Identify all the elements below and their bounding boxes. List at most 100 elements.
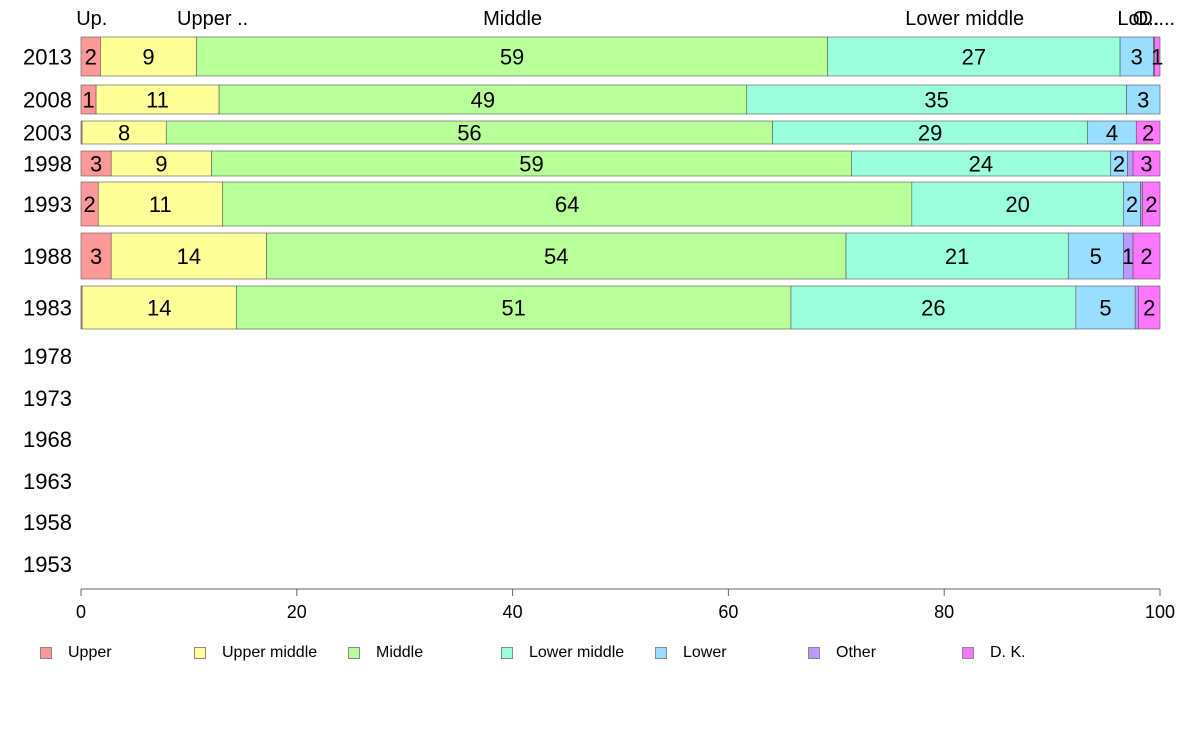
data-label: 5	[1090, 244, 1102, 269]
legend-label: D. K.	[990, 644, 1026, 661]
bar-segment	[851, 150, 1111, 177]
legend-item: D. K.	[962, 643, 1026, 663]
data-label: 2	[1142, 121, 1154, 146]
data-label: 5	[1099, 296, 1111, 321]
data-label: 2	[1113, 152, 1125, 177]
data-label: 59	[500, 45, 524, 70]
legend-label: Middle	[376, 644, 424, 661]
data-label: 3	[1131, 45, 1143, 70]
bar-segment	[1154, 36, 1161, 77]
segment-top-label: D....	[1138, 8, 1175, 30]
data-label: 2	[1126, 192, 1138, 217]
bar-segment	[95, 84, 220, 115]
legend-item: Upper	[40, 643, 112, 663]
data-label: 2	[85, 45, 97, 70]
bar-segment	[218, 84, 748, 115]
x-tick-label: 40	[503, 602, 523, 622]
bar-segment	[845, 232, 1069, 280]
segment-top-label: Upper ..	[177, 8, 248, 30]
bar-segment	[222, 181, 913, 227]
y-tick-label: 1998	[23, 152, 72, 177]
segment-top-label: O..	[1133, 8, 1160, 30]
bar-segment	[790, 285, 1077, 330]
y-tick-label: 1988	[23, 244, 72, 269]
data-label: 21	[945, 244, 969, 269]
bar-segment	[1134, 285, 1139, 330]
data-label: 11	[149, 192, 172, 217]
data-label: 59	[519, 152, 543, 177]
y-tick-label: 1983	[23, 296, 72, 321]
legend-swatch	[40, 647, 52, 659]
legend-label: Upper middle	[222, 644, 318, 661]
data-label: 3	[1137, 88, 1149, 113]
y-tick-label: 2008	[23, 88, 72, 113]
data-label: 20	[1005, 192, 1029, 217]
bar-segment	[1119, 36, 1154, 77]
bar-segment	[211, 150, 852, 177]
bar-segment	[196, 36, 828, 77]
data-label: 8	[118, 121, 130, 146]
x-tick-label: 0	[76, 602, 86, 622]
data-label: 49	[471, 88, 495, 113]
data-label: 2	[1143, 296, 1155, 321]
legend-item: Lower middle	[501, 643, 624, 663]
y-tick-label: 1968	[23, 427, 72, 452]
legend-item: Upper middle	[194, 643, 317, 663]
data-label: 11	[146, 88, 169, 113]
x-tick-label: 80	[934, 602, 954, 622]
data-label: 26	[921, 296, 945, 321]
legend: Upper Upper middle Middle Lower middle Lower…	[40, 643, 1140, 663]
y-tick-label: 1958	[23, 510, 72, 535]
legend-label: Other	[836, 644, 877, 661]
data-label: 1	[82, 88, 94, 113]
bar-segment	[97, 181, 223, 227]
y-tick-label: 1963	[23, 469, 72, 494]
bar-segment	[1067, 232, 1124, 280]
legend-swatch	[194, 647, 206, 659]
data-label: 14	[147, 296, 171, 321]
bar-segment	[81, 285, 237, 330]
data-label: 3	[90, 244, 102, 269]
data-label: 54	[544, 244, 568, 269]
bar-segment	[1126, 84, 1161, 115]
bar-segment	[100, 36, 197, 77]
data-label: 27	[962, 45, 986, 70]
data-label: 29	[918, 121, 942, 146]
data-label: 51	[501, 296, 525, 321]
bar-segment	[1135, 120, 1161, 145]
data-label: 1	[1122, 244, 1134, 269]
bar-segment	[1142, 181, 1161, 227]
data-label: 9	[142, 45, 154, 70]
x-tick-label: 60	[718, 602, 738, 622]
bar-segment	[827, 36, 1121, 77]
y-tick-label: 1953	[23, 552, 72, 577]
data-label: 1	[1151, 45, 1163, 70]
legend-item: Lower	[655, 643, 727, 663]
data-label: 9	[155, 152, 167, 177]
data-label: 14	[177, 244, 201, 269]
legend-swatch	[655, 647, 667, 659]
data-label: 3	[1140, 152, 1152, 177]
y-tick-label: 1993	[23, 192, 72, 217]
x-tick-label: 100	[1145, 602, 1175, 622]
segment-top-label: Lo..	[1117, 8, 1150, 30]
data-label: 3	[90, 152, 102, 177]
legend-swatch	[501, 647, 513, 659]
bar-segment	[1075, 285, 1136, 330]
legend-label: Lower middle	[529, 644, 625, 661]
data-label: 2	[1145, 192, 1157, 217]
legend-item: Middle	[348, 643, 423, 663]
y-tick-label: 1973	[23, 386, 72, 411]
x-tick-label: 20	[287, 602, 307, 622]
data-label: 56	[457, 121, 481, 146]
legend-swatch	[348, 647, 360, 659]
data-label: 64	[555, 192, 579, 217]
data-label: 35	[924, 88, 948, 113]
data-label: 2	[84, 192, 96, 217]
data-label: 2	[1140, 244, 1152, 269]
bar-segment	[1127, 150, 1134, 177]
bar-segment	[1140, 181, 1144, 227]
segment-top-label: Middle	[483, 8, 542, 30]
y-tick-label: 2003	[23, 121, 72, 146]
